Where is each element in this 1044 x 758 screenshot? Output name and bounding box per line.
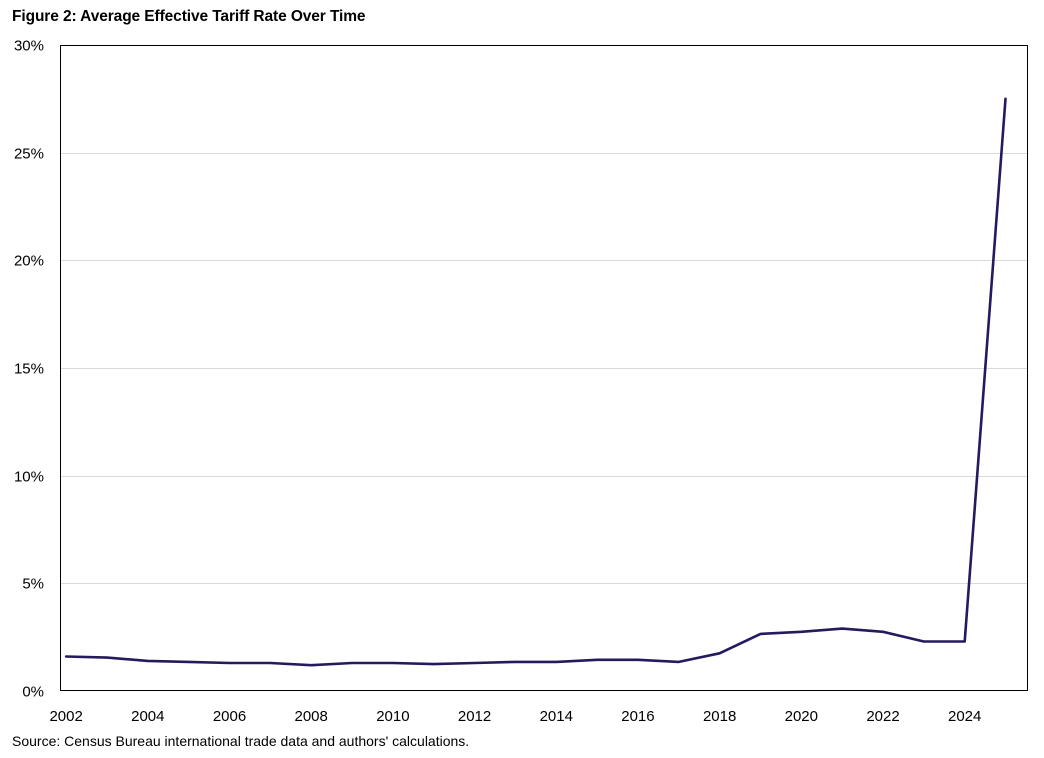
x-tick-label: 2004: [131, 708, 164, 725]
x-tick-label: 2008: [295, 708, 328, 725]
y-tick-label: 10%: [14, 469, 44, 486]
series-layer: [64, 97, 1007, 667]
x-axis-tick-labels: 2002 2004 2006 2008 2010 2012 2014 2016 2018 2020…: [49, 708, 981, 725]
y-tick-label: 5%: [22, 576, 44, 593]
y-tick-label: 30%: [14, 38, 44, 55]
y-tick-label: 25%: [14, 146, 44, 163]
x-tick-label: 2016: [621, 708, 654, 725]
source-note: Source: Census Bureau international trad…: [12, 733, 470, 749]
x-tick-label: 2010: [376, 708, 409, 725]
tariff-rate-line: [64, 97, 1007, 667]
y-tick-label: 15%: [14, 361, 44, 378]
x-tick-label: 2012: [458, 708, 491, 725]
x-tick-label: 2024: [948, 708, 981, 725]
x-tick-label: 2020: [785, 708, 818, 725]
plot-frame: [60, 45, 1028, 691]
y-tick-label: 0%: [22, 684, 44, 701]
x-tick-label: 2002: [49, 708, 82, 725]
gridlines: [60, 153, 1028, 584]
y-tick-label: 20%: [14, 253, 44, 270]
x-tick-label: 2014: [540, 708, 573, 725]
y-axis-tick-labels: 0% 5% 10% 15% 20% 25% 30%: [14, 38, 44, 701]
x-tick-label: 2018: [703, 708, 736, 725]
chart-title: Figure 2: Average Effective Tariff Rate …: [12, 8, 366, 25]
x-tick-label: 2006: [213, 708, 246, 725]
x-tick-label: 2022: [866, 708, 899, 725]
